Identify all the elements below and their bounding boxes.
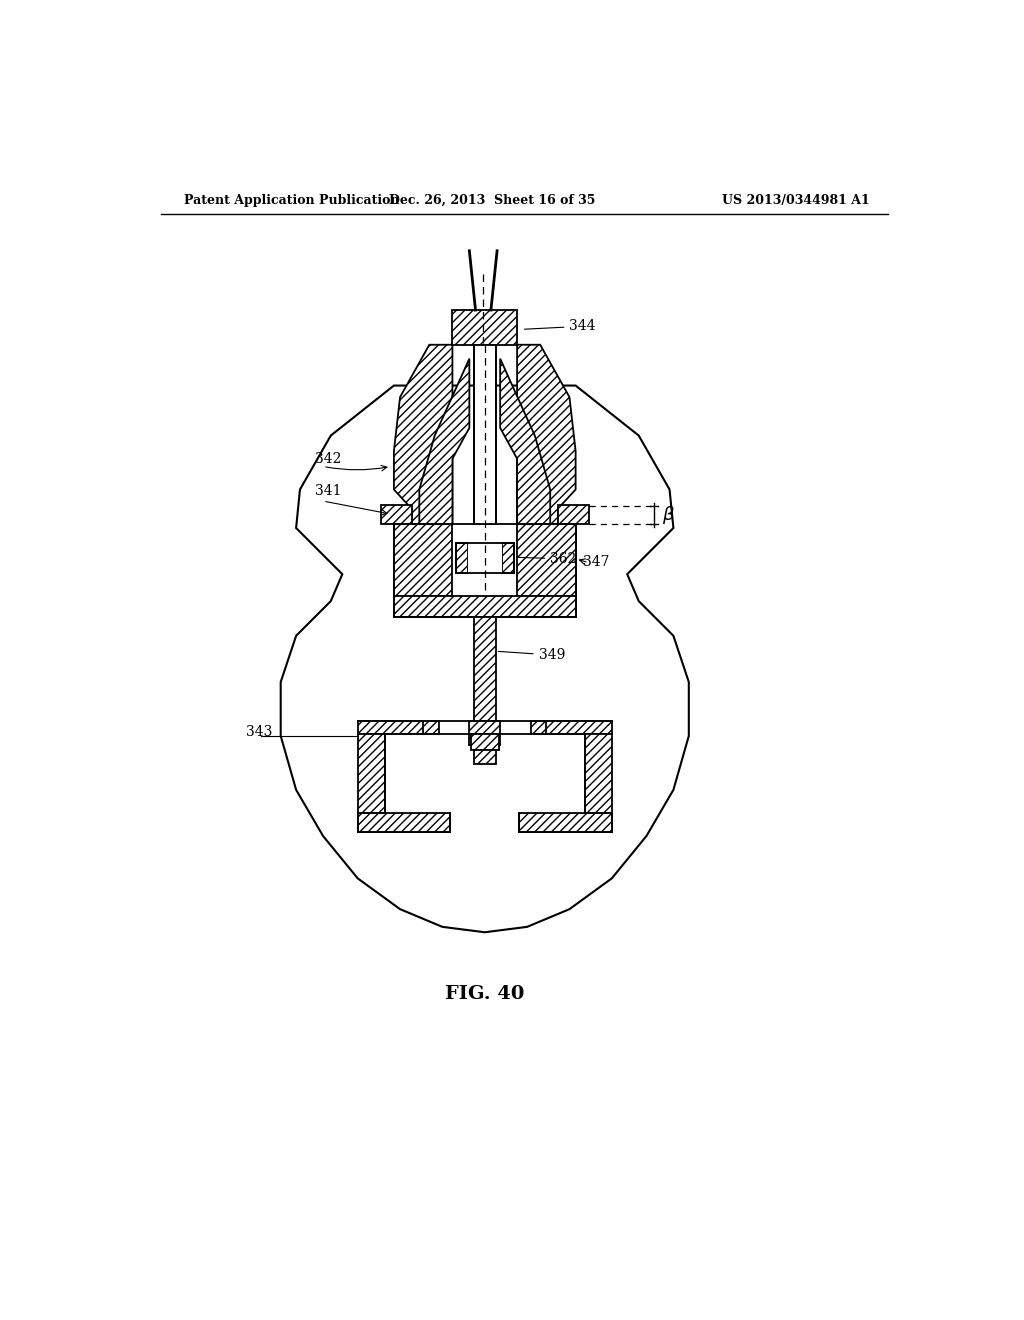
Text: 347: 347 [584,554,610,569]
Bar [394,524,453,595]
Text: FIG. 40: FIG. 40 [445,985,524,1003]
Text: 349: 349 [499,648,565,663]
Text: Dec. 26, 2013  Sheet 16 of 35: Dec. 26, 2013 Sheet 16 of 35 [389,194,596,207]
Bar [357,813,451,832]
Text: Patent Application Publication: Patent Application Publication [184,194,400,207]
Bar [468,544,502,573]
Text: $\beta$: $\beta$ [662,504,675,525]
Bar [517,524,575,595]
Bar [456,544,468,573]
Bar [357,721,438,734]
Bar [558,506,589,524]
Polygon shape [419,359,469,524]
Bar [474,750,496,763]
Bar [394,595,575,618]
Text: 342: 342 [315,451,342,466]
Bar [471,734,499,750]
Text: 362: 362 [517,552,577,566]
Polygon shape [281,385,689,932]
Bar [357,734,385,813]
Text: 343: 343 [246,725,272,739]
Bar [474,618,496,721]
Bar [453,310,517,345]
Text: 341: 341 [315,484,342,498]
Polygon shape [394,345,453,524]
Bar [469,721,500,744]
Text: US 2013/0344981 A1: US 2013/0344981 A1 [722,194,869,207]
Text: 344: 344 [524,319,596,333]
Polygon shape [500,359,550,524]
Bar [519,813,611,832]
Bar [502,544,514,573]
Bar [474,345,496,524]
Bar [531,721,611,734]
Bar [381,506,412,524]
Polygon shape [517,345,575,524]
Bar [585,734,611,813]
